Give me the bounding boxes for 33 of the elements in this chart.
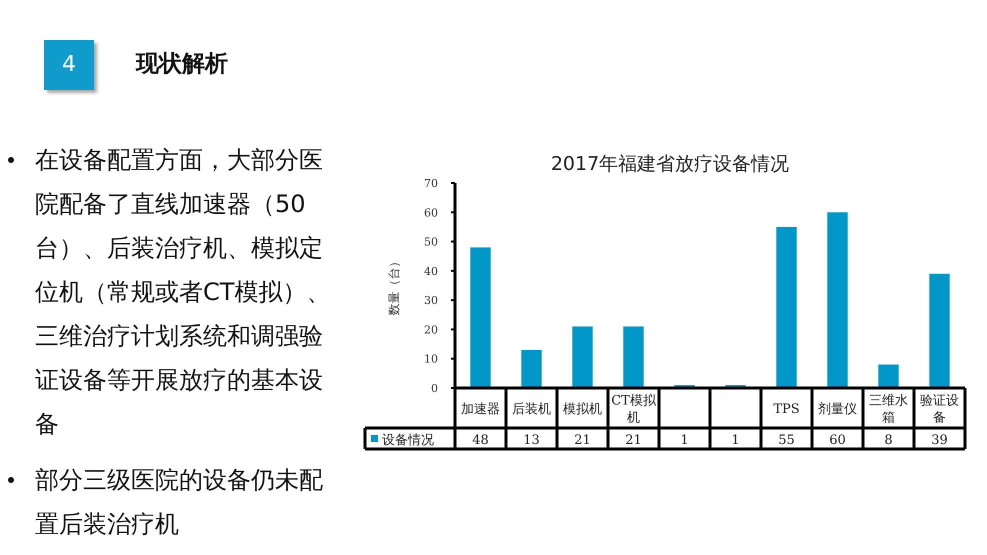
data-label: 60	[829, 433, 846, 448]
text: 4	[44, 40, 94, 90]
y-tick-label: 0	[431, 382, 438, 395]
y-tick-label: 40	[424, 264, 438, 278]
x-tick-label: 后装机	[512, 402, 551, 417]
x-tick-label: CT模拟机	[611, 394, 657, 426]
data-label: 13	[523, 433, 540, 448]
y-axis-title: 数量（台）	[387, 256, 401, 316]
data-label: 55	[778, 433, 795, 448]
legend-label: 设备情况	[382, 433, 434, 448]
data-label: 1	[680, 433, 689, 448]
y-tick-label: 50	[424, 236, 438, 249]
y-tick-label: 10	[424, 352, 438, 366]
x-tick-label: 模拟机	[563, 402, 602, 417]
y-tick-label: 70	[424, 177, 438, 190]
x-tick-label: 三维水箱	[869, 394, 908, 426]
y-tick-label: 20	[424, 323, 438, 336]
x-tick-label: 验证设备	[920, 394, 959, 426]
data-label: 21	[574, 433, 591, 448]
data-label: 21	[625, 433, 642, 448]
y-tick-label: 60	[424, 206, 438, 220]
chart-title: 2017年福建省放疗设备情况	[550, 153, 790, 175]
x-tick-label: 加速器	[461, 402, 500, 417]
data-label: 48	[472, 433, 489, 448]
data-label: 1	[731, 433, 740, 448]
text: 部分三级医院的设备仍未配置后装治疗机	[35, 465, 324, 540]
y-tick-label: 30	[424, 294, 438, 308]
x-tick-label: 剂量仪	[818, 401, 857, 417]
text: 现状解析	[136, 50, 228, 79]
data-label: 8	[884, 433, 893, 448]
text: 在设备配置方面，大部分医院配备了直线加速器（50台）、后装治疗机、模拟定位机（常规或者CT模拟）、三维治疗计划系统和调强验证设备等开展放疗的基本设备	[35, 145, 332, 440]
data-label: 39	[931, 433, 948, 448]
x-tick-label: TPS	[773, 402, 800, 417]
